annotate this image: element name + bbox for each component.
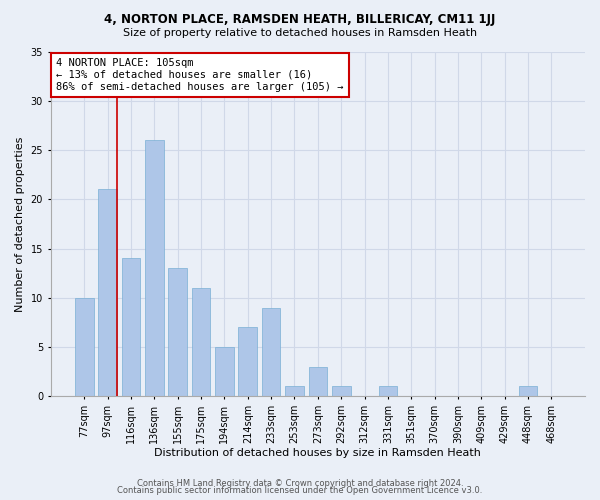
Bar: [98, 190, 117, 396]
Bar: [332, 386, 350, 396]
Bar: [169, 268, 187, 396]
Text: Size of property relative to detached houses in Ramsden Heath: Size of property relative to detached ho…: [123, 28, 477, 38]
Text: Contains public sector information licensed under the Open Government Licence v3: Contains public sector information licen…: [118, 486, 482, 495]
Bar: [75, 298, 94, 396]
Text: Contains HM Land Registry data © Crown copyright and database right 2024.: Contains HM Land Registry data © Crown c…: [137, 478, 463, 488]
Bar: [122, 258, 140, 396]
Bar: [262, 308, 280, 396]
Bar: [145, 140, 164, 396]
Bar: [192, 288, 211, 397]
Bar: [308, 367, 327, 396]
Bar: [215, 347, 234, 397]
Bar: [379, 386, 397, 396]
Bar: [285, 386, 304, 396]
Y-axis label: Number of detached properties: Number of detached properties: [15, 136, 25, 312]
Text: 4 NORTON PLACE: 105sqm
← 13% of detached houses are smaller (16)
86% of semi-det: 4 NORTON PLACE: 105sqm ← 13% of detached…: [56, 58, 344, 92]
Bar: [238, 328, 257, 396]
X-axis label: Distribution of detached houses by size in Ramsden Heath: Distribution of detached houses by size …: [154, 448, 481, 458]
Text: 4, NORTON PLACE, RAMSDEN HEATH, BILLERICAY, CM11 1JJ: 4, NORTON PLACE, RAMSDEN HEATH, BILLERIC…: [104, 12, 496, 26]
Bar: [518, 386, 538, 396]
